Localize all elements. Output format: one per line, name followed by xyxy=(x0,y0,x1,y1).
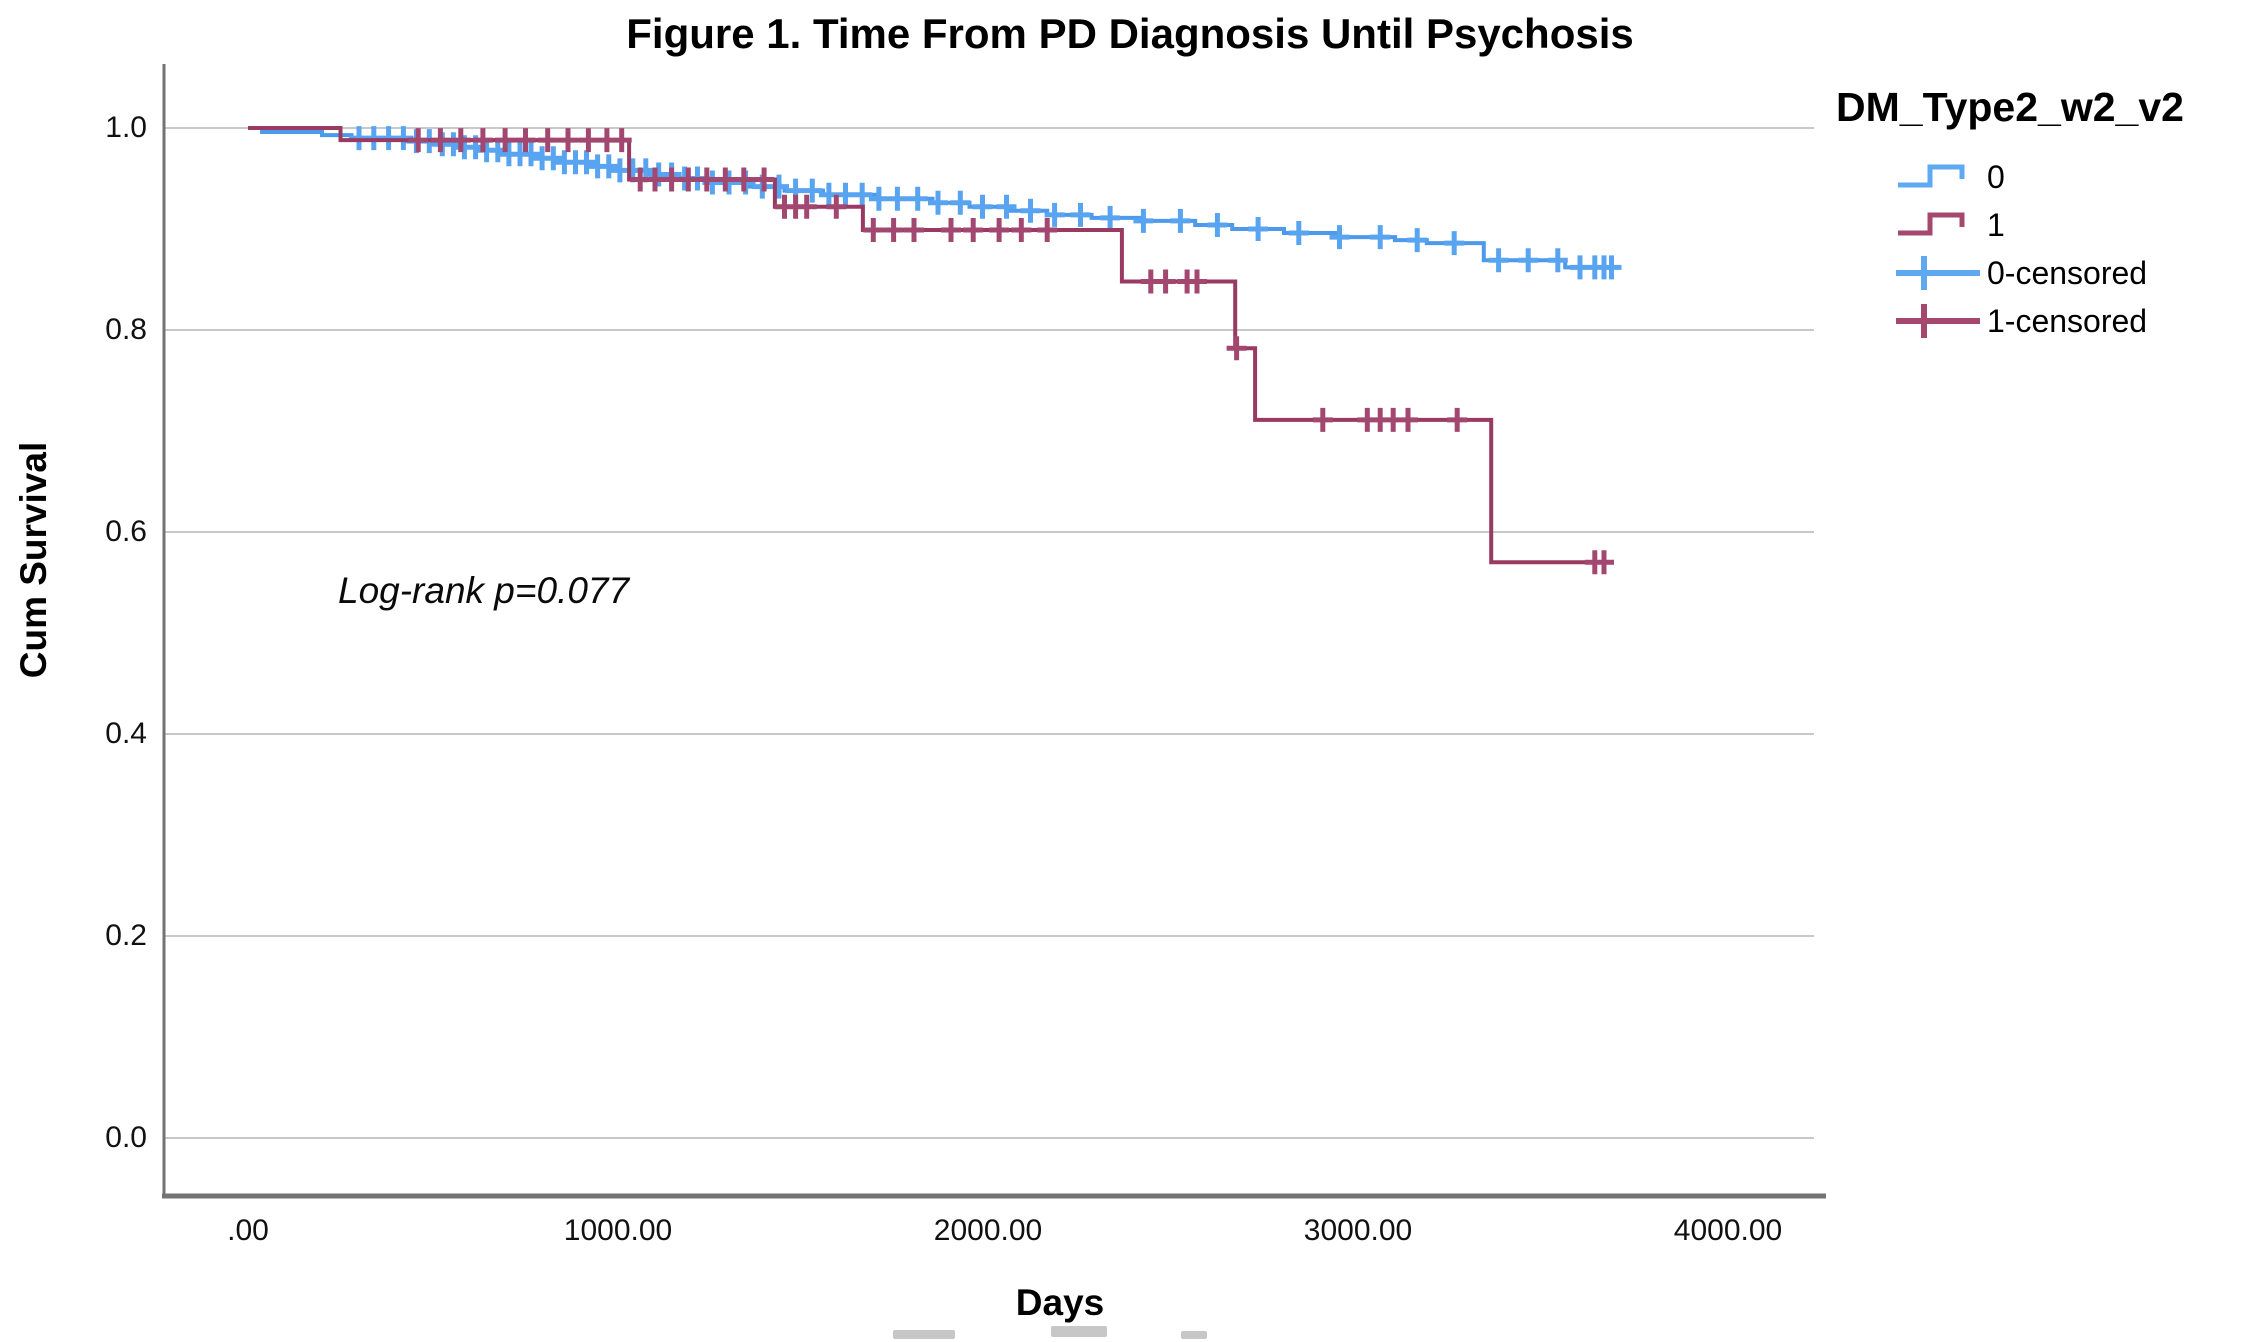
y-tick-label: 0.4 xyxy=(105,717,147,750)
chart-title: Figure 1. Time From PD Diagnosis Until P… xyxy=(626,10,1634,57)
legend-items: 0 1 0-censored 1-censored xyxy=(1836,153,2184,345)
censor-plus-icon xyxy=(1896,256,1980,290)
survival-curve-group-1 xyxy=(248,126,1614,565)
x-tick-label: 4000.00 xyxy=(1673,1214,1783,1247)
legend: DM_Type2_w2_v2 0 1 0-censored xyxy=(1836,84,2184,345)
y-tick-label: 0.0 xyxy=(105,1121,147,1154)
x-axis-title: Days xyxy=(1015,1282,1105,1323)
step-line-icon xyxy=(1898,212,1965,236)
legend-item-group1-censored: 1-censored xyxy=(1894,297,2184,345)
legend-item-group0-censored: 0-censored xyxy=(1894,249,2184,297)
y-tick-label: 0.8 xyxy=(105,313,147,346)
legend-label: 0-censored xyxy=(1987,254,2148,291)
x-tick-label: .00 xyxy=(227,1214,269,1247)
step-line-icon xyxy=(1898,164,1965,188)
legend-label: 1-censored xyxy=(1987,302,2148,339)
log-rank-annotation: Log-rank p=0.077 xyxy=(338,570,630,611)
y-tick-label: 0.2 xyxy=(105,919,147,952)
legend-item-group1: 1 xyxy=(1894,201,2184,249)
y-axis-title: Cum Survival xyxy=(13,441,54,679)
y-tick-label: 1.0 xyxy=(105,111,147,144)
legend-label: 0 xyxy=(1987,158,2005,195)
x-tick-label: 2000.00 xyxy=(933,1214,1043,1247)
legend-label: 1 xyxy=(1987,206,2005,243)
x-tick-label: 3000.00 xyxy=(1303,1214,1413,1247)
censor-marks-group-1 xyxy=(408,128,1614,575)
censor-marks-group-0 xyxy=(349,126,1622,280)
legend-title: DM_Type2_w2_v2 xyxy=(1836,84,2184,130)
legend-item-group0: 0 xyxy=(1894,153,2184,201)
y-tick-label: 0.6 xyxy=(105,515,147,548)
cropped-text-remnant xyxy=(1051,1326,1107,1337)
x-tick-label: 1000.00 xyxy=(563,1214,673,1247)
censor-plus-icon xyxy=(1896,304,1980,338)
cropped-text-remnant xyxy=(1181,1331,1207,1339)
cropped-text-remnant xyxy=(893,1330,955,1339)
